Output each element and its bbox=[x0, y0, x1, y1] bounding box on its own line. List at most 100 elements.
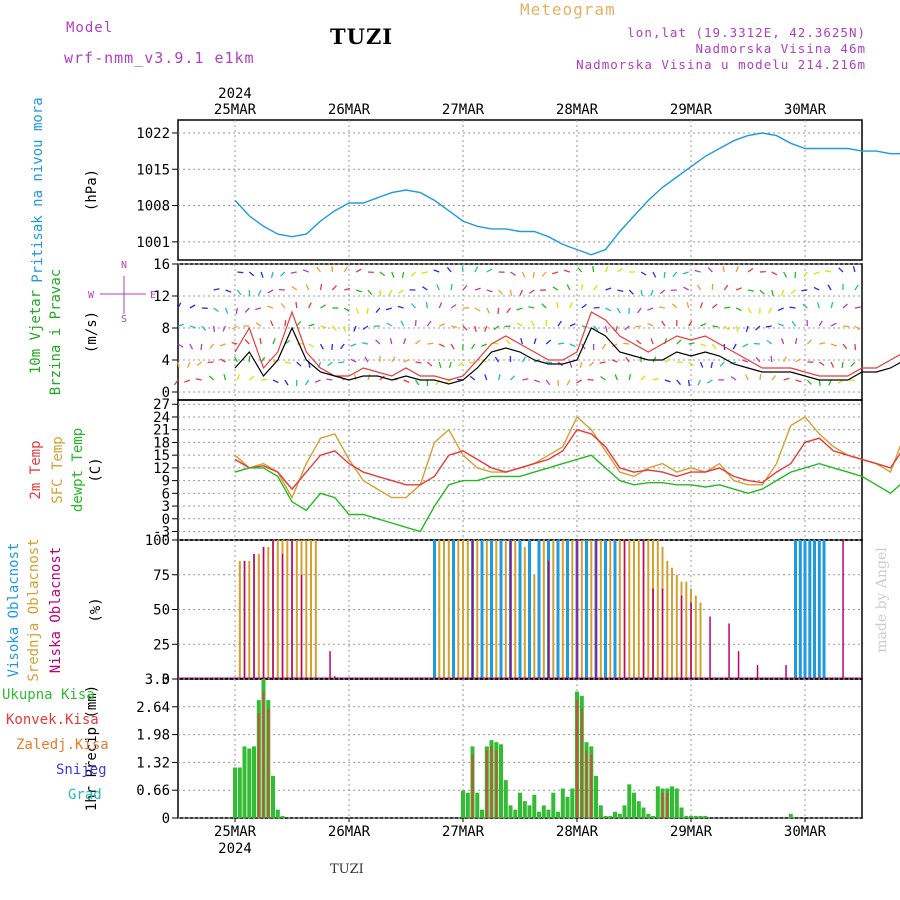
cloud-bar-mid bbox=[666, 560, 669, 679]
precip-bar-total bbox=[693, 815, 698, 818]
panel-frame-pressure bbox=[177, 119, 863, 261]
wind-arrow bbox=[474, 307, 481, 312]
wind-arrow bbox=[593, 325, 599, 331]
precip-bar-conv bbox=[471, 754, 474, 818]
cloud-bar-mid bbox=[443, 540, 445, 679]
wind-arrow bbox=[446, 266, 452, 273]
wind-arrow bbox=[244, 339, 250, 345]
wind-arrow bbox=[747, 289, 755, 292]
wind-arrow bbox=[355, 268, 362, 273]
wind-arrow bbox=[640, 289, 643, 297]
wind-arrow bbox=[445, 379, 452, 384]
cloud-bar-low bbox=[547, 560, 550, 679]
wind-arrow bbox=[343, 307, 350, 312]
wind-arrow bbox=[605, 307, 612, 312]
wind-arrow bbox=[682, 271, 689, 275]
wind-arrow bbox=[248, 271, 255, 277]
ytick-label-temperature: 24 bbox=[153, 410, 170, 426]
ytick-label-precip: 3.3 bbox=[145, 672, 170, 688]
wind-arrow bbox=[225, 289, 232, 293]
wind-arrow bbox=[388, 289, 393, 296]
wind-arrow bbox=[765, 325, 772, 328]
wind-arrow bbox=[480, 343, 487, 347]
cloud-bar-low bbox=[690, 602, 692, 679]
cloud-bar-mid bbox=[495, 540, 498, 679]
temp-unit: (C) bbox=[88, 457, 104, 482]
wind-arrow bbox=[361, 342, 369, 345]
wind-arrow bbox=[421, 271, 428, 275]
wind-arrow bbox=[552, 286, 559, 291]
cloud-bar-mid bbox=[514, 540, 517, 679]
cloud-bar-high bbox=[822, 540, 826, 679]
cloud-bar-mid bbox=[580, 540, 583, 679]
wind-arrow bbox=[521, 271, 526, 278]
wind-arrow bbox=[532, 271, 535, 279]
wind-arrow bbox=[202, 286, 206, 290]
cloud-bar-low bbox=[509, 540, 512, 679]
wind-arrow bbox=[331, 285, 337, 291]
wind-arrow bbox=[528, 306, 535, 309]
cloud-bar-low bbox=[680, 595, 683, 679]
ytick-label-clouds: 100 bbox=[145, 533, 170, 549]
wind-arrow bbox=[458, 361, 464, 367]
wind-arrow bbox=[497, 307, 500, 315]
wind-arrow bbox=[830, 322, 837, 327]
wind-arrow bbox=[735, 266, 739, 273]
precip-bar-total bbox=[475, 792, 480, 818]
wind-arrow bbox=[520, 338, 524, 345]
wind-arrow bbox=[389, 338, 393, 345]
cloud-bar-mid bbox=[609, 540, 612, 679]
wind-arrow bbox=[759, 289, 765, 295]
wind-arrow bbox=[391, 356, 396, 363]
wind-arrow bbox=[755, 356, 761, 363]
precip-bar-total bbox=[788, 813, 793, 818]
precip-bar-conv bbox=[666, 792, 669, 818]
wind-arrow bbox=[650, 289, 654, 296]
wind-arrow bbox=[400, 320, 405, 327]
wind-arrow bbox=[200, 343, 203, 351]
precip-bar-conv bbox=[490, 746, 493, 818]
wind-arrow bbox=[470, 343, 476, 350]
footer-station: TUZI bbox=[330, 862, 364, 877]
wind-arrow bbox=[362, 325, 369, 330]
wind-arrow bbox=[189, 325, 196, 329]
cloud-bar-mid bbox=[699, 602, 702, 679]
wind-arrow bbox=[777, 307, 784, 312]
model-name: wrf-nmm_v3.9.1 e1km bbox=[64, 49, 255, 67]
wind-arrow bbox=[795, 379, 802, 383]
wind-arrow bbox=[697, 284, 702, 291]
cloud-bar-mid bbox=[618, 540, 621, 679]
cloud-bar-mid bbox=[462, 540, 464, 679]
precip-bar-total bbox=[556, 811, 560, 818]
wind-arrow bbox=[308, 323, 315, 327]
precip-bar-total bbox=[565, 796, 570, 818]
wind-arrow bbox=[411, 303, 416, 309]
wind-arrow bbox=[438, 302, 443, 309]
bottom-year-label: 2024 bbox=[218, 841, 252, 857]
wind-arrow bbox=[636, 339, 642, 345]
wind-arrow bbox=[588, 361, 595, 367]
wind-arrow bbox=[854, 325, 861, 331]
wind-arrow bbox=[830, 361, 835, 368]
precip-bar-conv bbox=[495, 750, 498, 818]
cloud-bar-mid bbox=[485, 540, 488, 679]
wind-arrow bbox=[255, 307, 262, 311]
cloud-bar-mid bbox=[267, 547, 270, 679]
wind-arrow bbox=[201, 325, 207, 332]
precip-bar-total bbox=[532, 794, 537, 818]
cloud-bar-mid bbox=[457, 540, 460, 679]
precip-bar-conv bbox=[267, 708, 270, 818]
wind-arrow bbox=[650, 338, 654, 345]
ytick-label-pressure: 1022 bbox=[136, 126, 170, 142]
wind-arrow bbox=[187, 361, 191, 368]
wind-arrow bbox=[397, 305, 404, 309]
wind-arrow bbox=[854, 284, 859, 291]
precip-bar-total bbox=[617, 813, 622, 818]
wind-arrow bbox=[816, 302, 820, 309]
wind-arrow bbox=[414, 379, 420, 386]
wind-arrow bbox=[770, 355, 773, 363]
wind-arrow bbox=[735, 287, 742, 291]
cloud-bar-mid bbox=[671, 567, 673, 679]
precip-bar-total bbox=[499, 744, 503, 818]
